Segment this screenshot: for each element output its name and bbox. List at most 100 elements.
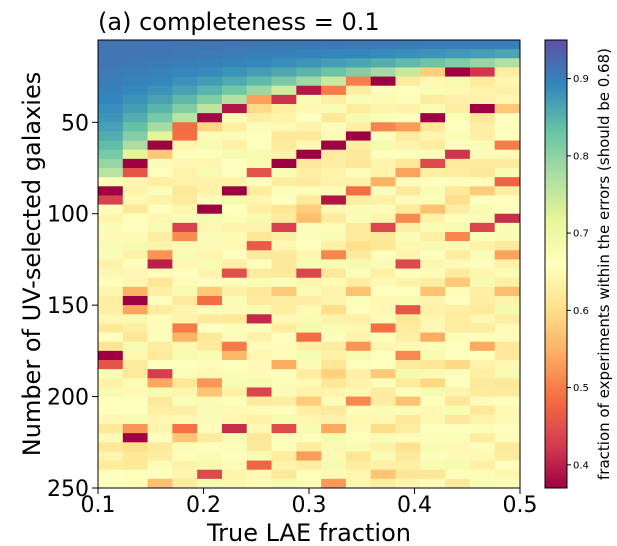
heatmap-cell bbox=[345, 268, 372, 279]
heatmap-cell bbox=[445, 204, 471, 215]
heatmap-cell bbox=[197, 113, 223, 123]
heatmap-cell bbox=[221, 442, 248, 453]
heatmap-cell bbox=[494, 213, 520, 224]
heatmap-cell bbox=[494, 323, 520, 334]
heatmap-cell bbox=[221, 305, 248, 315]
heatmap-cell bbox=[122, 104, 149, 114]
heatmap-cell bbox=[197, 314, 223, 325]
heatmap-cell bbox=[469, 369, 496, 379]
colorbar-tick-label: 0.9 bbox=[573, 74, 589, 85]
heatmap-cell bbox=[370, 277, 397, 288]
heatmap-cell bbox=[469, 469, 496, 480]
heatmap-cell bbox=[445, 488, 470, 498]
heatmap-cell bbox=[197, 186, 223, 197]
heatmap-cell bbox=[172, 94, 198, 105]
heatmap-cell bbox=[271, 40, 297, 50]
heatmap-cell bbox=[221, 113, 248, 123]
heatmap-cell bbox=[395, 122, 421, 133]
heatmap-cell bbox=[395, 469, 421, 480]
heatmap-cell bbox=[519, 40, 520, 50]
heatmap-cell bbox=[271, 414, 297, 425]
heatmap-cell bbox=[420, 286, 446, 297]
x-tick-label: 0.1 bbox=[81, 493, 116, 518]
heatmap-cell bbox=[246, 76, 273, 87]
heatmap-cell bbox=[296, 460, 322, 471]
heatmap-cell bbox=[271, 268, 297, 279]
heatmap-cell bbox=[246, 67, 273, 78]
heatmap-cell bbox=[147, 268, 173, 279]
heatmap-cell bbox=[197, 350, 223, 361]
x-axis-label: True LAE fraction bbox=[206, 519, 411, 546]
heatmap-cell bbox=[221, 213, 248, 224]
heatmap-cell bbox=[147, 241, 173, 251]
heatmap-cell bbox=[370, 286, 397, 297]
heatmap-cell bbox=[147, 296, 173, 306]
heatmap-cell bbox=[469, 67, 496, 78]
heatmap-cell bbox=[469, 451, 496, 462]
heatmap-cell bbox=[395, 40, 421, 50]
heatmap-cell bbox=[197, 268, 223, 279]
heatmap-cell bbox=[469, 158, 496, 169]
heatmap-cell bbox=[271, 460, 297, 471]
heatmap-cell bbox=[420, 204, 446, 215]
heatmap-cell bbox=[370, 149, 397, 160]
heatmap-cell bbox=[246, 177, 273, 187]
heatmap-cell bbox=[147, 378, 173, 389]
heatmap-cell bbox=[395, 296, 421, 306]
heatmap-cell bbox=[420, 360, 446, 370]
heatmap-cell bbox=[420, 277, 446, 288]
heatmap-cell bbox=[122, 250, 149, 261]
heatmap-cell bbox=[321, 433, 347, 443]
heatmap-cell bbox=[395, 113, 421, 123]
heatmap-cell bbox=[345, 350, 372, 361]
heatmap-cell bbox=[420, 113, 446, 123]
heatmap-cell bbox=[172, 241, 198, 251]
heatmap-cell bbox=[271, 232, 297, 242]
heatmap-cell bbox=[271, 378, 297, 389]
heatmap-cell bbox=[122, 158, 149, 169]
heatmap-cell bbox=[197, 442, 223, 453]
heatmap-cell bbox=[296, 259, 322, 270]
heatmap-cell bbox=[469, 460, 496, 471]
heatmap-cell bbox=[246, 186, 273, 197]
heatmap-cell bbox=[197, 323, 223, 334]
heatmap-cell bbox=[345, 195, 372, 206]
heatmap-cell bbox=[271, 222, 297, 233]
heatmap-cell bbox=[420, 58, 446, 69]
heatmap-cell bbox=[296, 186, 322, 197]
x-tick-label: 0.4 bbox=[397, 493, 432, 518]
heatmap-cell bbox=[148, 488, 173, 498]
heatmap-cell bbox=[172, 158, 198, 169]
heatmap-cell bbox=[345, 332, 372, 343]
heatmap-cell bbox=[246, 131, 273, 142]
heatmap-cell bbox=[345, 104, 372, 114]
heatmap-cell bbox=[469, 387, 496, 398]
heatmap-cell bbox=[221, 158, 248, 169]
heatmap-cell bbox=[296, 314, 322, 325]
heatmap-cell bbox=[370, 250, 397, 261]
heatmap-cell bbox=[370, 40, 397, 50]
heatmap-cell bbox=[420, 49, 446, 59]
heatmap-cell bbox=[370, 195, 397, 206]
heatmap-cell bbox=[197, 369, 223, 379]
heatmap-cell bbox=[122, 268, 149, 279]
heatmap-cell bbox=[296, 332, 322, 343]
heatmap-cell bbox=[246, 204, 273, 215]
heatmap-cell bbox=[445, 131, 471, 142]
heatmap-cell bbox=[98, 241, 124, 251]
heatmap-cell bbox=[494, 232, 520, 242]
heatmap-cell bbox=[221, 350, 248, 361]
heatmap-cell bbox=[345, 414, 372, 425]
heatmap-cell bbox=[296, 341, 322, 352]
heatmap-cell bbox=[469, 49, 496, 59]
heatmap-cell bbox=[271, 396, 297, 407]
heatmap-cell bbox=[122, 122, 149, 133]
heatmap-cell bbox=[494, 387, 520, 398]
heatmap-cell bbox=[445, 323, 471, 334]
heatmap-cell bbox=[494, 378, 520, 389]
heatmap-cell bbox=[197, 332, 223, 343]
heatmap-cell bbox=[296, 286, 322, 297]
heatmap-cell bbox=[445, 424, 471, 434]
heatmap-cell bbox=[345, 360, 372, 370]
heatmap-cell bbox=[172, 213, 198, 224]
